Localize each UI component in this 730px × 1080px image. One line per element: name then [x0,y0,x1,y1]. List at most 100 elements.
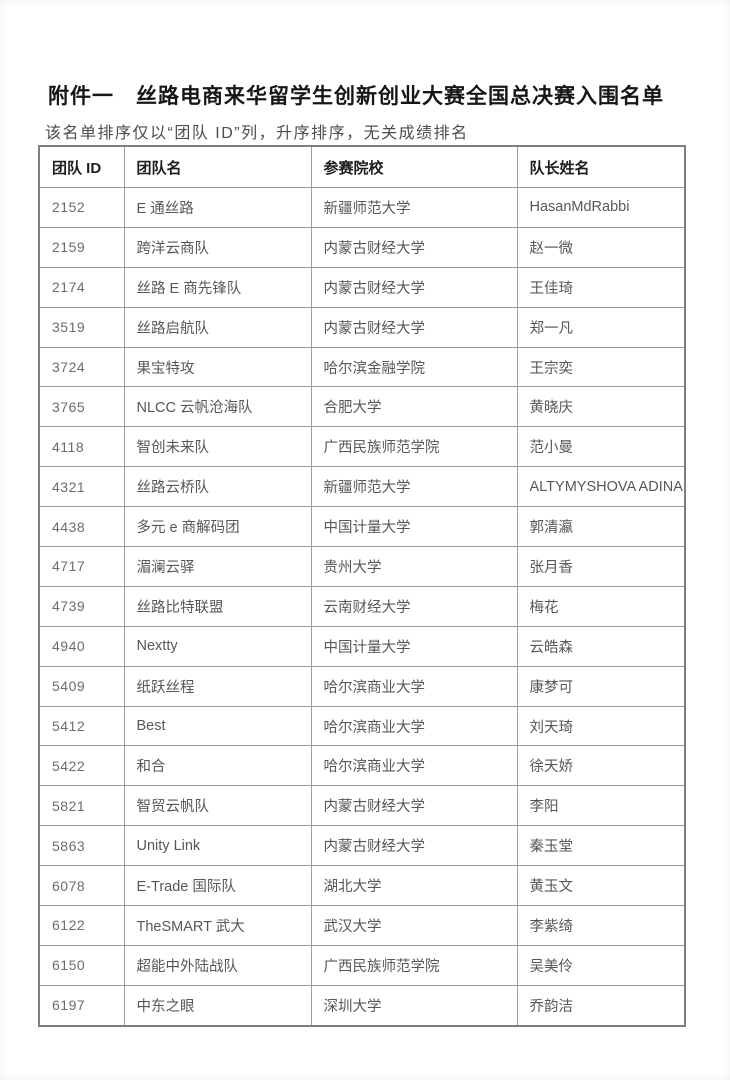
cell-school: 湖北大学 [310,865,518,907]
cell-team-name: 丝路 E 商先锋队 [123,266,312,308]
cell-team-id: 2152 [38,187,125,228]
table-row: 5863 Unity Link 内蒙古财经大学 秦玉堂 [38,825,686,867]
sort-note: 该名单排序仅以“团队 ID”列，升序排序，无关成绩排名 [45,125,469,142]
table-row: 6150 超能中外陆战队 广西民族师范学院 吴美伶 [38,944,686,986]
cell-team-id: 3519 [38,306,125,348]
cell-team-name: TheSMART 武大 [123,905,312,946]
table-row: 4940 Nextty 中国计量大学 云皓森 [38,625,686,667]
cell-school: 内蒙古财经大学 [310,825,518,867]
table-row: 2152 E 通丝路 新疆师范大学 HasanMdRabbi [38,187,686,228]
cell-captain-name: 吴美伶 [516,944,686,986]
cell-team-name: 多元 e 商解码团 [123,506,312,548]
table-row: 4717 湄澜云驿 贵州大学 张月香 [38,546,686,587]
table-row: 2174 丝路 E 商先锋队 内蒙古财经大学 王佳琦 [38,266,686,308]
cell-school: 合肥大学 [310,386,518,428]
cell-team-name: 丝路启航队 [123,306,312,348]
cell-school: 贵州大学 [310,546,518,587]
cell-team-id: 5821 [38,785,125,827]
table-row: 4438 多元 e 商解码团 中国计量大学 郭清瀛 [38,506,686,548]
cell-team-id: 5422 [38,745,125,787]
cell-team-id: 5409 [38,665,125,707]
cell-team-id: 3724 [38,346,125,388]
cell-team-id: 3765 [38,386,125,428]
cell-team-name: 纸跃丝程 [123,665,312,707]
cell-captain-name: 云皓森 [516,625,686,667]
table-body: 2152 E 通丝路 新疆师范大学 HasanMdRabbi 2159 跨洋云商队 内蒙古财… [38,187,686,1027]
header-captain: 队长姓名 [516,145,686,188]
cell-school: 新疆师范大学 [310,187,518,228]
cell-team-id: 5412 [38,705,125,747]
cell-team-name: 丝路比特联盟 [123,585,312,627]
cell-team-name: E 通丝路 [123,187,312,228]
cell-school: 哈尔滨商业大学 [310,665,518,707]
cell-team-name: E-Trade 国际队 [123,865,312,907]
finalist-table: 团队 ID 团队名 参赛院校 队长姓名 2152 E 通丝路 新疆师范大学 Hasan… [38,145,686,1027]
cell-team-id: 2159 [38,226,125,268]
cell-school: 内蒙古财经大学 [310,226,518,268]
cell-captain-name: 黄晓庆 [516,386,686,428]
cell-school: 云南财经大学 [310,585,518,627]
table-row: 6078 E-Trade 国际队 湖北大学 黄玉文 [38,865,686,907]
cell-team-id: 4118 [38,426,125,468]
cell-team-name: 中东之眼 [123,984,312,1027]
header-school: 参赛院校 [310,145,518,188]
cell-team-id: 6197 [38,984,125,1027]
cell-school: 内蒙古财经大学 [310,785,518,827]
table-row: 5412 Best 哈尔滨商业大学 刘天琦 [38,705,686,747]
cell-team-name: NLCC 云帆沧海队 [123,386,312,428]
cell-captain-name: HasanMdRabbi [516,187,686,228]
cell-school: 广西民族师范学院 [310,944,518,986]
cell-captain-name: ALTYMYSHOVA ADINA [516,466,686,508]
cell-team-name: 果宝特攻 [123,346,312,388]
cell-captain-name: 刘天琦 [516,705,686,747]
cell-captain-name: 郭清瀛 [516,506,686,548]
table-row: 6197 中东之眼 深圳大学 乔韵洁 [38,984,686,1027]
cell-team-name: 丝路云桥队 [123,466,312,508]
cell-school: 哈尔滨金融学院 [310,346,518,388]
cell-captain-name: 梅花 [516,585,686,627]
cell-team-name: Nextty [123,625,312,667]
cell-school: 内蒙古财经大学 [310,306,518,348]
cell-captain-name: 乔韵洁 [516,984,686,1027]
cell-school: 哈尔滨商业大学 [310,705,518,747]
cell-team-id: 6122 [38,905,125,946]
cell-team-name: 超能中外陆战队 [123,944,312,986]
cell-team-id: 4940 [38,625,125,667]
table-row: 4739 丝路比特联盟 云南财经大学 梅花 [38,585,686,627]
cell-captain-name: 张月香 [516,546,686,587]
cell-team-name: Best [123,705,312,747]
cell-captain-name: 范小曼 [516,426,686,468]
cell-team-id: 6078 [38,865,125,907]
cell-school: 中国计量大学 [310,625,518,667]
table-row: 5821 智贸云帆队 内蒙古财经大学 李阳 [38,785,686,827]
table-row: 5409 纸跃丝程 哈尔滨商业大学 康梦可 [38,665,686,707]
cell-school: 新疆师范大学 [310,466,518,508]
cell-team-id: 4739 [38,585,125,627]
cell-school: 内蒙古财经大学 [310,266,518,308]
cell-school: 深圳大学 [310,984,518,1027]
table-row: 4321 丝路云桥队 新疆师范大学 ALTYMYSHOVA ADINA [38,466,686,508]
cell-school: 哈尔滨商业大学 [310,745,518,787]
cell-captain-name: 徐天娇 [516,745,686,787]
header-team-name: 团队名 [123,145,312,188]
cell-team-id: 2174 [38,266,125,308]
cell-captain-name: 黄玉文 [516,865,686,907]
cell-captain-name: 赵一微 [516,226,686,268]
cell-team-name: 湄澜云驿 [123,546,312,587]
cell-captain-name: 王宗奕 [516,346,686,388]
cell-school: 广西民族师范学院 [310,426,518,468]
cell-captain-name: 李阳 [516,785,686,827]
cell-team-name: 智贸云帆队 [123,785,312,827]
header-team-id: 团队 ID [38,145,125,188]
cell-team-name: 跨洋云商队 [123,226,312,268]
table-row: 3765 NLCC 云帆沧海队 合肥大学 黄晓庆 [38,386,686,428]
table-row: 6122 TheSMART 武大 武汉大学 李紫绮 [38,905,686,946]
cell-school: 中国计量大学 [310,506,518,548]
table-row: 4118 智创未来队 广西民族师范学院 范小曼 [38,426,686,468]
table-row: 3724 果宝特攻 哈尔滨金融学院 王宗奕 [38,346,686,388]
cell-team-name: Unity Link [123,825,312,867]
cell-team-id: 4321 [38,466,125,508]
cell-captain-name: 郑一凡 [516,306,686,348]
cell-captain-name: 王佳琦 [516,266,686,308]
